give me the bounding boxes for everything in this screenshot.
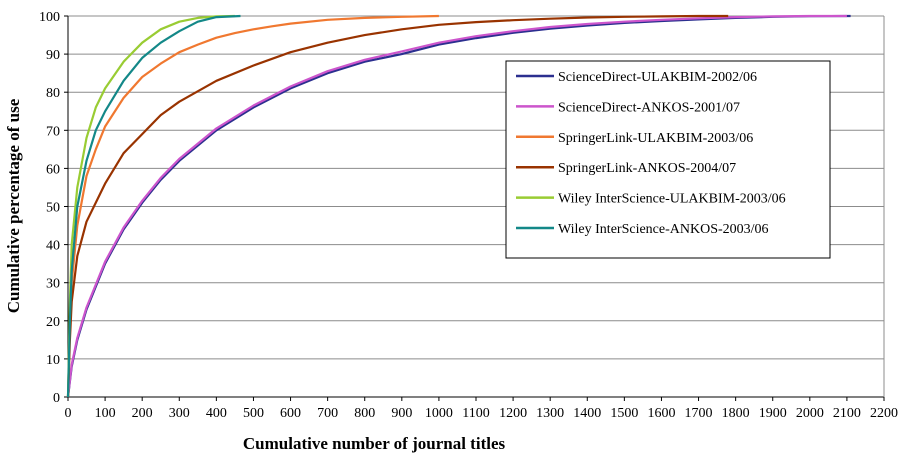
x-tick-label: 800	[354, 406, 375, 421]
y-tick-label: 100	[39, 10, 60, 25]
y-tick-label: 0	[53, 391, 60, 406]
series-line-3	[66, 14, 439, 398]
y-tick-label: 10	[46, 353, 60, 368]
x-tick-label: 200	[132, 406, 153, 421]
x-tick-label: 1900	[759, 406, 787, 421]
legend: ScienceDirect-ULAKBIM-2002/06 ScienceDire…	[505, 60, 831, 259]
x-tick-label: 400	[206, 406, 227, 421]
legend-label: SpringerLink-ANKOS-2004/07	[558, 161, 736, 176]
x-tick-label: 1500	[610, 406, 638, 421]
y-tick-label: 30	[46, 277, 60, 292]
y-tick-label: 80	[46, 86, 60, 101]
series-line-2	[66, 14, 847, 398]
y-tick-label: 40	[46, 239, 60, 254]
series-line-6	[66, 14, 241, 398]
x-tick-label: 1800	[722, 406, 750, 421]
y-tick-label: 20	[46, 315, 60, 330]
x-tick-label: 2200	[870, 406, 898, 421]
x-tick-label: 1000	[425, 406, 453, 421]
legend-label: ScienceDirect-ANKOS-2001/07	[558, 100, 740, 115]
legend-label: Wiley InterScience-ANKOS-2003/06	[558, 222, 769, 237]
x-tick-label: 500	[243, 406, 264, 421]
axes	[64, 15, 885, 401]
x-tick-label: 300	[169, 406, 190, 421]
x-tick-label: 100	[95, 406, 116, 421]
x-tick-label: 0	[65, 406, 72, 421]
y-tick-label: 90	[46, 48, 60, 63]
x-tick-label: 1600	[647, 406, 675, 421]
legend-label: Wiley InterScience-ULAKBIM-2003/06	[558, 192, 786, 207]
x-tick-label: 1300	[536, 406, 564, 421]
x-tick-label: 1400	[573, 406, 601, 421]
x-tick-label: 700	[317, 406, 338, 421]
y-tick-label: 50	[46, 201, 60, 216]
legend-label: ScienceDirect-ULAKBIM-2002/06	[558, 70, 757, 85]
x-tick-label: 600	[280, 406, 301, 421]
x-tick-label: 1200	[499, 406, 527, 421]
x-tick-label: 900	[391, 406, 412, 421]
series-line-5	[66, 14, 235, 398]
legend-label: SpringerLink-ULAKBIM-2003/06	[558, 131, 753, 146]
legend-box	[505, 60, 831, 259]
y-tick-label: 70	[46, 124, 60, 139]
y-axis-title: Cumulative percentage of use	[4, 98, 23, 313]
series-line-4	[66, 14, 729, 398]
x-tick-label: 2000	[796, 406, 824, 421]
x-tick-label: 2100	[833, 406, 861, 421]
x-tick-label: 1700	[685, 406, 713, 421]
x-axis-title: Cumulative number of journal titles	[243, 434, 506, 453]
y-tick-label: 60	[46, 162, 60, 177]
series-lines	[66, 14, 851, 398]
x-tick-label: 1100	[462, 406, 489, 421]
